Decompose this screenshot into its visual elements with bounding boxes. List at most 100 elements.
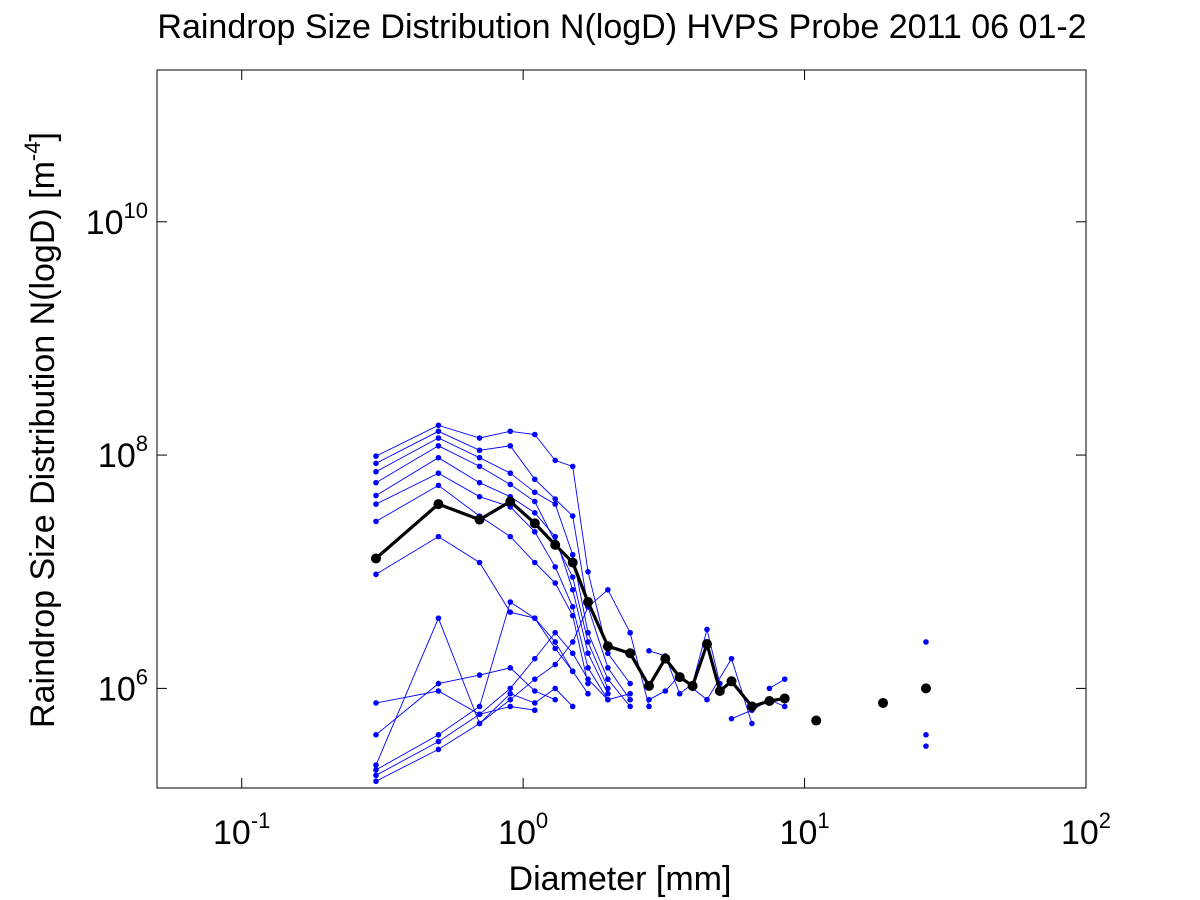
- sample-point: [507, 533, 514, 540]
- sample-point: [646, 703, 652, 710]
- sample-point: [435, 482, 442, 489]
- sample-point: [435, 443, 442, 449]
- sample-point: [569, 587, 576, 593]
- mean-point: [746, 701, 757, 712]
- sample-point: [435, 435, 442, 441]
- sample-series-line: [769, 678, 785, 689]
- sample-point: [646, 696, 652, 703]
- sample-point: [923, 639, 929, 645]
- sample-point: [531, 559, 538, 566]
- sample-point: [373, 453, 379, 459]
- sample-point: [507, 428, 514, 435]
- sample-point: [605, 650, 611, 657]
- x-tick-label-exp: -1: [251, 808, 271, 833]
- sample-point: [476, 479, 483, 486]
- sample-point: [627, 629, 633, 636]
- sample-point: [552, 580, 559, 586]
- sample-point: [531, 476, 538, 483]
- x-tick-label: 10-1: [213, 808, 270, 852]
- sample-point: [605, 696, 611, 703]
- mean-point: [550, 539, 561, 550]
- sample-point: [728, 655, 735, 662]
- sample-point: [531, 676, 538, 682]
- sample-point: [476, 447, 483, 454]
- y-tick-label-base: 10: [98, 437, 136, 475]
- sample-point: [373, 762, 379, 768]
- mean-point: [687, 680, 698, 691]
- x-tick-label-exp: 2: [1099, 808, 1111, 833]
- sample-point: [435, 688, 442, 694]
- sample-point: [569, 463, 576, 470]
- sample-series-line: [648, 629, 721, 695]
- sample-point: [627, 690, 633, 697]
- sample-point: [435, 746, 442, 753]
- sample-point: [476, 703, 483, 710]
- sample-point: [435, 428, 442, 435]
- sample-point: [585, 665, 591, 671]
- sample-point: [531, 510, 538, 516]
- sample-point: [552, 645, 559, 652]
- mean-point: [625, 648, 636, 659]
- mean-point: [474, 514, 485, 525]
- sample-point: [646, 648, 652, 654]
- y-axis-label-main: Raindrop Size Distribution N(logD) [m: [24, 161, 62, 728]
- sample-point: [627, 696, 633, 703]
- sample-point: [627, 680, 633, 687]
- mean-point: [660, 653, 671, 664]
- sample-point: [569, 639, 576, 645]
- sample-point: [507, 703, 514, 710]
- sample-point: [531, 528, 538, 535]
- sample-point: [662, 688, 669, 694]
- sample-point: [569, 703, 576, 710]
- sample-point: [373, 732, 379, 738]
- y-tick-label: 108: [98, 431, 148, 475]
- sample-point: [476, 559, 483, 566]
- mean-point: [714, 685, 725, 696]
- sample-point: [569, 574, 576, 580]
- y-tick-label-exp: 6: [136, 664, 148, 689]
- sample-point: [585, 568, 591, 575]
- sample-series-line: [375, 437, 631, 707]
- sample-point: [749, 720, 755, 727]
- sample-point: [552, 501, 559, 507]
- sample-point: [531, 655, 538, 662]
- sample-point: [569, 604, 576, 610]
- sample-point: [704, 696, 710, 703]
- sample-point: [476, 711, 483, 718]
- sample-point: [605, 690, 611, 697]
- sample-point: [531, 498, 538, 505]
- sample-point: [435, 533, 442, 540]
- sample-point: [507, 443, 514, 449]
- sample-point: [569, 551, 576, 558]
- sample-point: [507, 470, 514, 476]
- sample-point: [923, 743, 929, 749]
- y-axis-label-tail: ]: [24, 132, 62, 141]
- sample-point: [531, 688, 538, 694]
- mean-point: [701, 639, 712, 650]
- sample-point: [373, 460, 379, 467]
- sample-point: [923, 732, 929, 738]
- sample-series-line: [375, 617, 574, 766]
- mean-point: [529, 518, 540, 529]
- sample-point: [531, 700, 538, 706]
- sample-point: [435, 732, 442, 738]
- sample-point: [507, 665, 514, 671]
- mean-series-line: [374, 499, 785, 709]
- mean-point-isolated: [878, 697, 889, 708]
- sample-point: [781, 703, 788, 710]
- sample-point: [585, 650, 591, 657]
- sample-point: [507, 690, 514, 697]
- sample-point: [373, 778, 379, 785]
- x-tick-label-exp: 1: [817, 808, 829, 833]
- mean-point: [567, 557, 578, 568]
- sample-point: [476, 493, 483, 500]
- plot-frame: [156, 69, 1087, 789]
- x-tick-label-base: 10: [498, 814, 536, 852]
- sample-point: [585, 690, 591, 697]
- sample-point: [552, 533, 559, 540]
- chart-title: Raindrop Size Distribution N(logD) HVPS …: [157, 8, 1086, 46]
- sample-point: [531, 431, 538, 438]
- sample-point: [676, 690, 683, 697]
